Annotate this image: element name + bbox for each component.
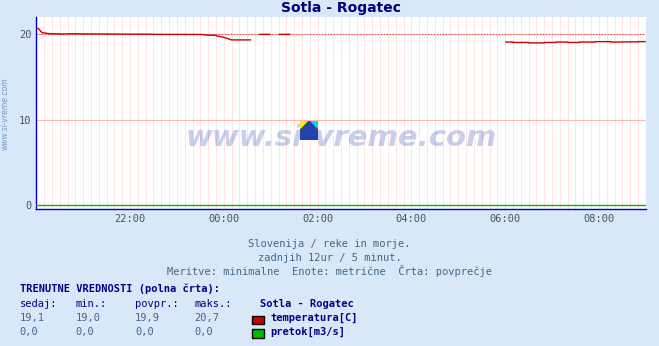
- Text: 0,0: 0,0: [194, 327, 213, 337]
- Text: Sotla - Rogatec: Sotla - Rogatec: [260, 299, 354, 309]
- Polygon shape: [309, 131, 318, 140]
- Text: sedaj:: sedaj:: [20, 299, 57, 309]
- Text: 19,0: 19,0: [76, 313, 101, 323]
- Title: Sotla - Rogatec: Sotla - Rogatec: [281, 1, 401, 15]
- Text: 0,0: 0,0: [20, 327, 38, 337]
- Text: 0,0: 0,0: [135, 327, 154, 337]
- Text: Meritve: minimalne  Enote: metrične  Črta: povprečje: Meritve: minimalne Enote: metrične Črta:…: [167, 265, 492, 277]
- Text: www.si-vreme.com: www.si-vreme.com: [185, 124, 497, 152]
- Text: min.:: min.:: [76, 299, 107, 309]
- Text: maks.:: maks.:: [194, 299, 232, 309]
- Text: TRENUTNE VREDNOSTI (polna črta):: TRENUTNE VREDNOSTI (polna črta):: [20, 284, 219, 294]
- Polygon shape: [300, 121, 309, 131]
- Text: zadnjih 12ur / 5 minut.: zadnjih 12ur / 5 minut.: [258, 253, 401, 263]
- Text: 0,0: 0,0: [76, 327, 94, 337]
- Polygon shape: [309, 121, 318, 131]
- Text: Slovenija / reke in morje.: Slovenija / reke in morje.: [248, 239, 411, 249]
- Text: www.si-vreme.com: www.si-vreme.com: [1, 78, 10, 151]
- Polygon shape: [300, 131, 309, 140]
- Text: povpr.:: povpr.:: [135, 299, 179, 309]
- Text: temperatura[C]: temperatura[C]: [270, 313, 358, 323]
- Text: pretok[m3/s]: pretok[m3/s]: [270, 327, 345, 337]
- Text: 19,1: 19,1: [20, 313, 45, 323]
- Polygon shape: [300, 121, 318, 140]
- Text: 19,9: 19,9: [135, 313, 160, 323]
- Text: 20,7: 20,7: [194, 313, 219, 323]
